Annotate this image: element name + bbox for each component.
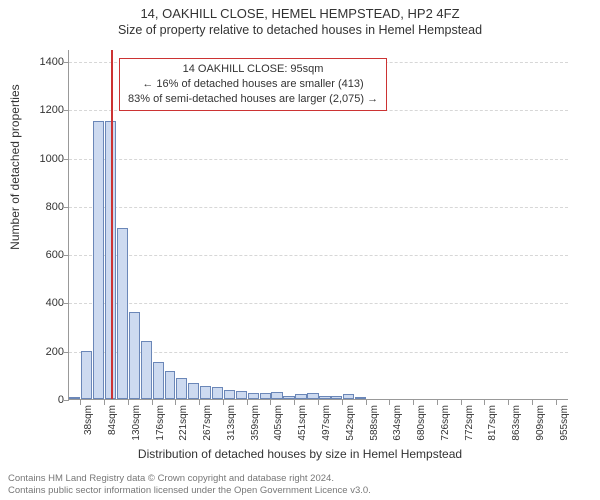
property-annotation: 14 OAKHILL CLOSE: 95sqm← 16% of detached…	[119, 58, 387, 111]
footer-line-1: Contains HM Land Registry data © Crown c…	[8, 473, 371, 485]
x-tick-label: 451sqm	[297, 405, 308, 441]
x-tick-label: 817sqm	[487, 405, 498, 441]
y-tick-label: 200	[24, 346, 64, 358]
histogram-bar	[117, 228, 128, 399]
histogram-bar	[188, 383, 199, 399]
y-tick-label: 1400	[24, 56, 64, 68]
x-tick-label: 84sqm	[107, 405, 118, 435]
histogram-bar	[260, 393, 271, 399]
x-tick-label: 680sqm	[416, 405, 427, 441]
histogram-bar	[93, 121, 104, 399]
chart-title: 14, OAKHILL CLOSE, HEMEL HEMPSTEAD, HP2 …	[0, 0, 600, 21]
chart-container: { "title": "14, OAKHILL CLOSE, HEMEL HEM…	[0, 0, 600, 500]
gridline	[69, 207, 568, 208]
histogram-bar	[129, 312, 140, 399]
x-tick-label: 772sqm	[464, 405, 475, 441]
histogram-bar	[176, 378, 187, 399]
histogram-bar	[69, 397, 80, 399]
histogram-bar	[283, 396, 294, 399]
y-tick-label: 400	[24, 297, 64, 309]
histogram-bar	[212, 387, 223, 399]
histogram-bar	[343, 394, 354, 399]
x-tick-label: 313sqm	[226, 405, 237, 441]
y-tick-label: 1200	[24, 104, 64, 116]
x-tick-label: 909sqm	[535, 405, 546, 441]
chart-subtitle: Size of property relative to detached ho…	[0, 21, 600, 37]
x-tick-label: 176sqm	[155, 405, 166, 441]
property-marker-line	[111, 50, 113, 399]
histogram-bar	[153, 362, 164, 399]
x-tick-label: 267sqm	[202, 405, 213, 441]
x-ticks: 38sqm 84sqm 130sqm 176sqm 221sqm 267sqm 313sqm…	[68, 400, 568, 450]
annotation-line: 14 OAKHILL CLOSE: 95sqm	[128, 62, 378, 77]
histogram-bar	[81, 351, 92, 399]
x-tick-label: 726sqm	[440, 405, 451, 441]
x-tick-label: 863sqm	[511, 405, 522, 441]
footer-line-2: Contains public sector information licen…	[8, 485, 371, 497]
x-tick-label: 405sqm	[273, 405, 284, 441]
x-tick-label: 359sqm	[250, 405, 261, 441]
histogram-bar	[224, 390, 235, 399]
x-tick-label: 221sqm	[178, 405, 189, 441]
histogram-bar	[331, 396, 342, 399]
histogram-bar	[319, 396, 330, 399]
annotation-line: ← 16% of detached houses are smaller (41…	[128, 77, 378, 92]
x-tick-label: 497sqm	[321, 405, 332, 441]
histogram-bar	[165, 371, 176, 399]
x-tick-label: 955sqm	[559, 405, 570, 441]
plot-area: 14 OAKHILL CLOSE: 95sqm← 16% of detached…	[68, 50, 568, 400]
gridline	[69, 303, 568, 304]
histogram-bar	[307, 393, 318, 399]
gridline	[69, 159, 568, 160]
y-ticks: 0200400600800100012001400	[20, 50, 68, 400]
gridline	[69, 255, 568, 256]
y-tick-label: 0	[24, 394, 64, 406]
x-tick-label: 130sqm	[131, 405, 142, 441]
histogram-bar	[271, 392, 282, 399]
annotation-line: 83% of semi-detached houses are larger (…	[128, 92, 378, 107]
y-tick-label: 600	[24, 249, 64, 261]
x-tick-label: 542sqm	[345, 405, 356, 441]
histogram-bar	[200, 386, 211, 399]
x-tick-label: 38sqm	[83, 405, 94, 435]
histogram-bar	[141, 341, 152, 399]
x-axis-label: Distribution of detached houses by size …	[0, 447, 600, 461]
histogram-bar	[248, 393, 259, 399]
histogram-bar	[236, 391, 247, 399]
y-tick-label: 1000	[24, 153, 64, 165]
y-tick-label: 800	[24, 201, 64, 213]
x-tick-label: 634sqm	[392, 405, 403, 441]
histogram-bar	[295, 394, 306, 399]
x-tick-label: 588sqm	[369, 405, 380, 441]
footer-attribution: Contains HM Land Registry data © Crown c…	[8, 473, 371, 497]
histogram-bar	[355, 397, 366, 399]
